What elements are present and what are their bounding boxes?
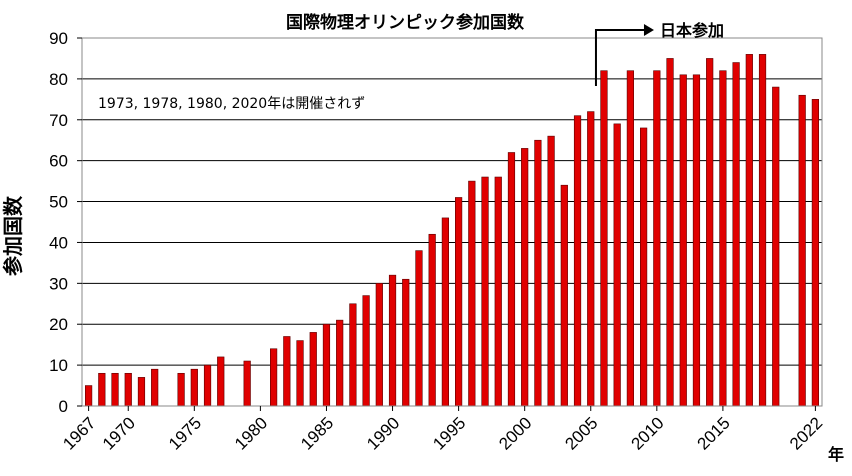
bar (640, 127, 648, 407)
bar (177, 372, 185, 407)
bar (811, 99, 819, 407)
bar (283, 336, 291, 407)
bar (534, 139, 542, 407)
bar (626, 70, 634, 407)
bar (679, 74, 687, 407)
chart-note: 1973, 1978, 1980, 2020年は開催されず (98, 96, 365, 112)
bar (745, 54, 753, 407)
x-tick-label: 1967 (59, 413, 99, 453)
bar (692, 74, 701, 407)
bar (415, 250, 423, 407)
y-tick-label: 10 (49, 356, 68, 375)
bar (85, 385, 93, 407)
y-tick-label: 0 (59, 397, 68, 416)
x-tick-label: 2010 (627, 413, 667, 453)
bar (666, 58, 674, 407)
callout-label: 日本参加 (660, 21, 724, 40)
bar (270, 348, 278, 407)
x-tick-label: 1980 (231, 413, 271, 453)
bar (507, 152, 516, 407)
bar (190, 368, 198, 407)
callout-arrow (594, 29, 646, 86)
x-tick-label: 1985 (297, 413, 337, 453)
bar (613, 123, 621, 407)
x-tick-label: 2005 (561, 413, 601, 453)
bar (111, 372, 119, 407)
chart-title: 国際物理オリンピック参加国数 (286, 12, 525, 33)
x-axis-ticks: 1967 1970 1975 1980 1985 1990 1995 2000 2005 2010… (59, 406, 826, 454)
x-tick-label: 1970 (99, 413, 139, 453)
x-tick-label: 1975 (165, 413, 205, 453)
bar (388, 274, 397, 407)
bar (362, 295, 370, 407)
bar (203, 364, 212, 407)
bar (521, 148, 529, 407)
x-tick-label: 1990 (363, 413, 403, 453)
bar (375, 283, 383, 407)
bar (441, 217, 449, 407)
callout-arrowhead (643, 24, 654, 36)
y-axis-ticks: 0 10 20 30 40 50 60 70 80 90 (49, 29, 82, 416)
bar (468, 180, 476, 407)
bar (428, 233, 436, 407)
y-axis-label: 参加国数 (1, 195, 25, 276)
bar (402, 278, 410, 407)
bar (481, 176, 489, 407)
bar (587, 111, 595, 407)
x-axis-unit: 年 (828, 445, 844, 464)
x-tick-label: 2015 (694, 413, 734, 453)
y-tick-label: 20 (49, 315, 68, 334)
bar (758, 54, 767, 407)
bar (706, 58, 714, 407)
plot-area (81, 37, 823, 407)
x-tick-label: 2000 (495, 413, 535, 453)
bar (653, 70, 661, 407)
bar (600, 70, 608, 407)
bar (547, 135, 555, 407)
y-tick-label: 30 (49, 274, 68, 293)
bar (494, 176, 502, 407)
y-tick-label: 50 (49, 193, 68, 212)
y-tick-label: 80 (49, 70, 68, 89)
bar (573, 115, 582, 407)
y-tick-label: 40 (49, 233, 68, 252)
bar (217, 356, 225, 407)
y-tick-label: 60 (49, 152, 68, 171)
y-tick-label: 90 (49, 29, 68, 48)
bar (124, 372, 132, 407)
bar (732, 62, 740, 407)
bar (151, 368, 159, 407)
x-tick-label: 2022 (786, 413, 826, 453)
bar (243, 360, 251, 407)
bar (560, 184, 568, 407)
bar (772, 86, 780, 407)
gridlines (82, 78, 822, 366)
bar (349, 303, 357, 407)
callout: 日本参加 (594, 21, 724, 86)
bar (336, 319, 344, 407)
bar (455, 197, 463, 407)
bar (98, 372, 106, 407)
x-tick-label: 1995 (429, 413, 469, 453)
bar (719, 70, 727, 407)
bar (309, 332, 317, 407)
bar (322, 323, 331, 407)
y-tick-label: 70 (49, 111, 68, 130)
bar (296, 340, 304, 407)
bar (137, 377, 146, 407)
bar (798, 94, 806, 407)
